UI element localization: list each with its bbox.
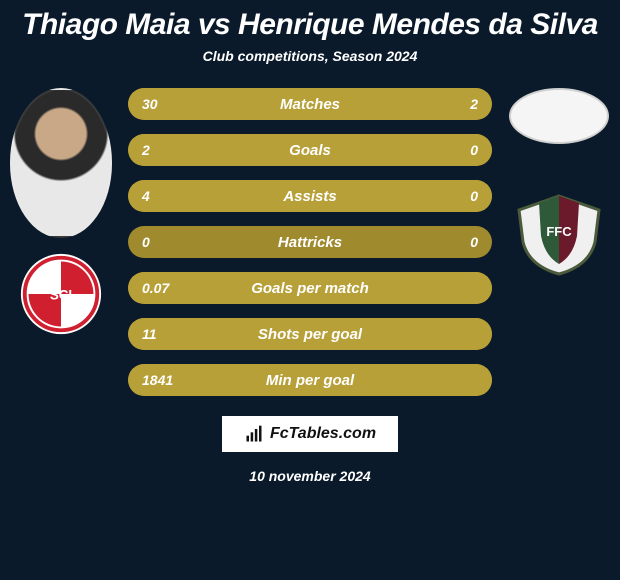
stat-left-value: 11 bbox=[142, 326, 157, 342]
stat-bar-assists: 4 0 Assists bbox=[128, 180, 492, 212]
footer: FcTables.com 10 november 2024 bbox=[0, 414, 620, 484]
comparison-body: SCI 30 2 Matches 2 0 Goals 4 0 Assists 0 0 Hattrick… bbox=[0, 88, 620, 396]
stat-left-value: 1841 bbox=[142, 372, 173, 388]
comparison-subtitle: Club competitions, Season 2024 bbox=[0, 48, 620, 64]
stat-right-value: 0 bbox=[470, 234, 478, 250]
svg-text:FFC: FFC bbox=[546, 224, 572, 239]
stat-label: Hattricks bbox=[278, 234, 342, 251]
stat-left-value: 2 bbox=[142, 142, 150, 158]
right-club-crest: FFC bbox=[509, 192, 609, 276]
stat-bar-min-per-goal: 1841 Min per goal bbox=[128, 364, 492, 396]
right-player-column: FFC bbox=[504, 88, 614, 276]
brand-text: FcTables.com bbox=[270, 425, 376, 443]
stat-bar-hattricks: 0 0 Hattricks bbox=[128, 226, 492, 258]
chart-icon bbox=[244, 424, 264, 444]
stat-bar-matches: 30 2 Matches bbox=[128, 88, 492, 120]
svg-text:SCI: SCI bbox=[50, 288, 72, 303]
stat-label: Min per goal bbox=[266, 372, 354, 389]
stat-label: Assists bbox=[283, 188, 336, 205]
stat-bar-shots-per-goal: 11 Shots per goal bbox=[128, 318, 492, 350]
right-player-portrait bbox=[509, 88, 609, 144]
stat-label: Shots per goal bbox=[258, 326, 362, 343]
comparison-title: Thiago Maia vs Henrique Mendes da Silva bbox=[0, 0, 620, 48]
stat-right-value: 0 bbox=[470, 188, 478, 204]
stats-column: 30 2 Matches 2 0 Goals 4 0 Assists 0 0 Hattricks 0.0… bbox=[116, 88, 504, 396]
stat-label: Matches bbox=[280, 96, 340, 113]
stat-bar-goals-per-match: 0.07 Goals per match bbox=[128, 272, 492, 304]
brand-badge: FcTables.com bbox=[220, 414, 400, 454]
stat-right-value: 2 bbox=[470, 96, 478, 112]
stat-bar-goals: 2 0 Goals bbox=[128, 134, 492, 166]
stat-right-value: 0 bbox=[470, 142, 478, 158]
left-club-crest: SCI bbox=[13, 252, 109, 336]
stat-left-value: 0 bbox=[142, 234, 150, 250]
left-player-column: SCI bbox=[6, 88, 116, 336]
stat-left-value: 30 bbox=[142, 96, 158, 112]
stat-label: Goals bbox=[289, 142, 331, 159]
stat-left-value: 0.07 bbox=[142, 280, 169, 296]
date-text: 10 november 2024 bbox=[249, 468, 370, 484]
left-player-portrait bbox=[10, 88, 112, 238]
stat-left-value: 4 bbox=[142, 188, 150, 204]
stat-label: Goals per match bbox=[251, 280, 369, 297]
